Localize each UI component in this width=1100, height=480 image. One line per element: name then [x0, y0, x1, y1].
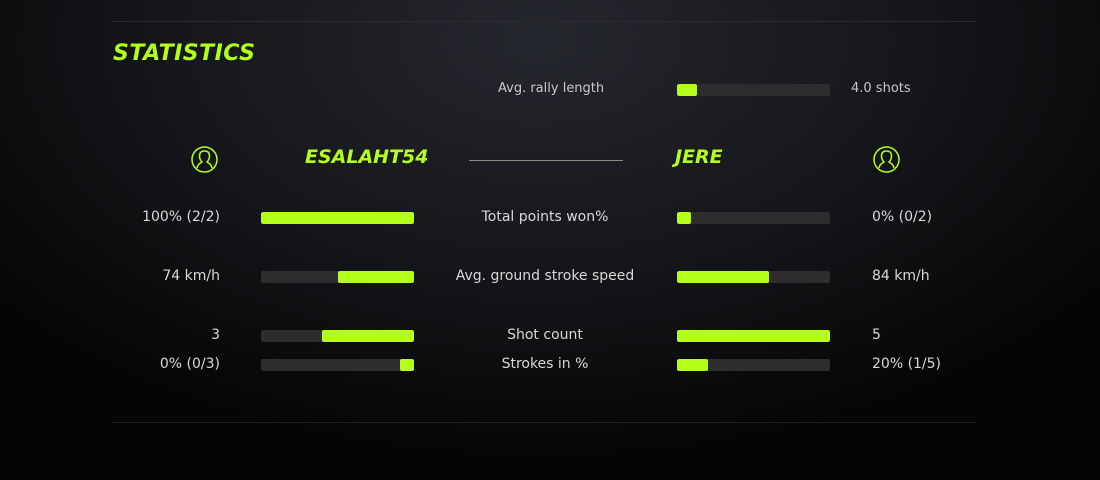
- user-icon: [873, 146, 900, 173]
- stat-right-value: 20% (1/5): [872, 356, 942, 372]
- player-left-name: ESALAHT54: [305, 146, 429, 168]
- stat-left-value: 0% (0/3): [159, 356, 220, 372]
- stat-left-value: 3: [211, 327, 220, 343]
- player-right-name: JERE: [675, 146, 723, 168]
- stat-label: Total points won%: [481, 209, 609, 225]
- vs-divider: [469, 160, 623, 161]
- stat-right-bar-fill: [677, 359, 708, 371]
- stat-right-bar: [677, 330, 830, 342]
- stat-left-bar-fill: [322, 330, 414, 342]
- stat-left-bar: [261, 271, 414, 283]
- stat-label: Shot count: [507, 327, 583, 343]
- stat-left-value: 74 km/h: [162, 268, 220, 284]
- stat-right-value: 0% (0/2): [872, 209, 933, 225]
- stat-right-value: 84 km/h: [872, 268, 930, 284]
- rally-value: 4.0 shots: [851, 81, 911, 96]
- bottom-divider: [112, 422, 976, 423]
- user-icon: [191, 146, 218, 173]
- stat-left-bar-fill: [261, 212, 414, 224]
- stat-right-bar-fill: [677, 212, 691, 224]
- stat-left-bar: [261, 359, 414, 371]
- stat-right-bar: [677, 271, 830, 283]
- stat-label: Strokes in %: [501, 356, 589, 372]
- stat-label: Avg. ground stroke speed: [455, 268, 635, 284]
- stat-left-bar-fill: [337, 271, 414, 283]
- top-divider: [112, 21, 976, 22]
- stat-right-bar-fill: [677, 271, 769, 283]
- stat-right-bar-fill: [677, 330, 830, 342]
- stat-right-bar: [677, 212, 830, 224]
- rally-bar-fill: [677, 84, 697, 96]
- stat-right-bar: [677, 359, 830, 371]
- stat-left-bar-fill: [400, 359, 414, 371]
- stat-left-bar: [261, 330, 414, 342]
- rally-label: Avg. rally length: [498, 81, 605, 96]
- stat-right-value: 5: [872, 327, 881, 343]
- page-title: STATISTICS: [113, 41, 256, 66]
- stat-left-value: 100% (2/2): [142, 209, 220, 225]
- rally-bar: [677, 84, 830, 96]
- stat-left-bar: [261, 212, 414, 224]
